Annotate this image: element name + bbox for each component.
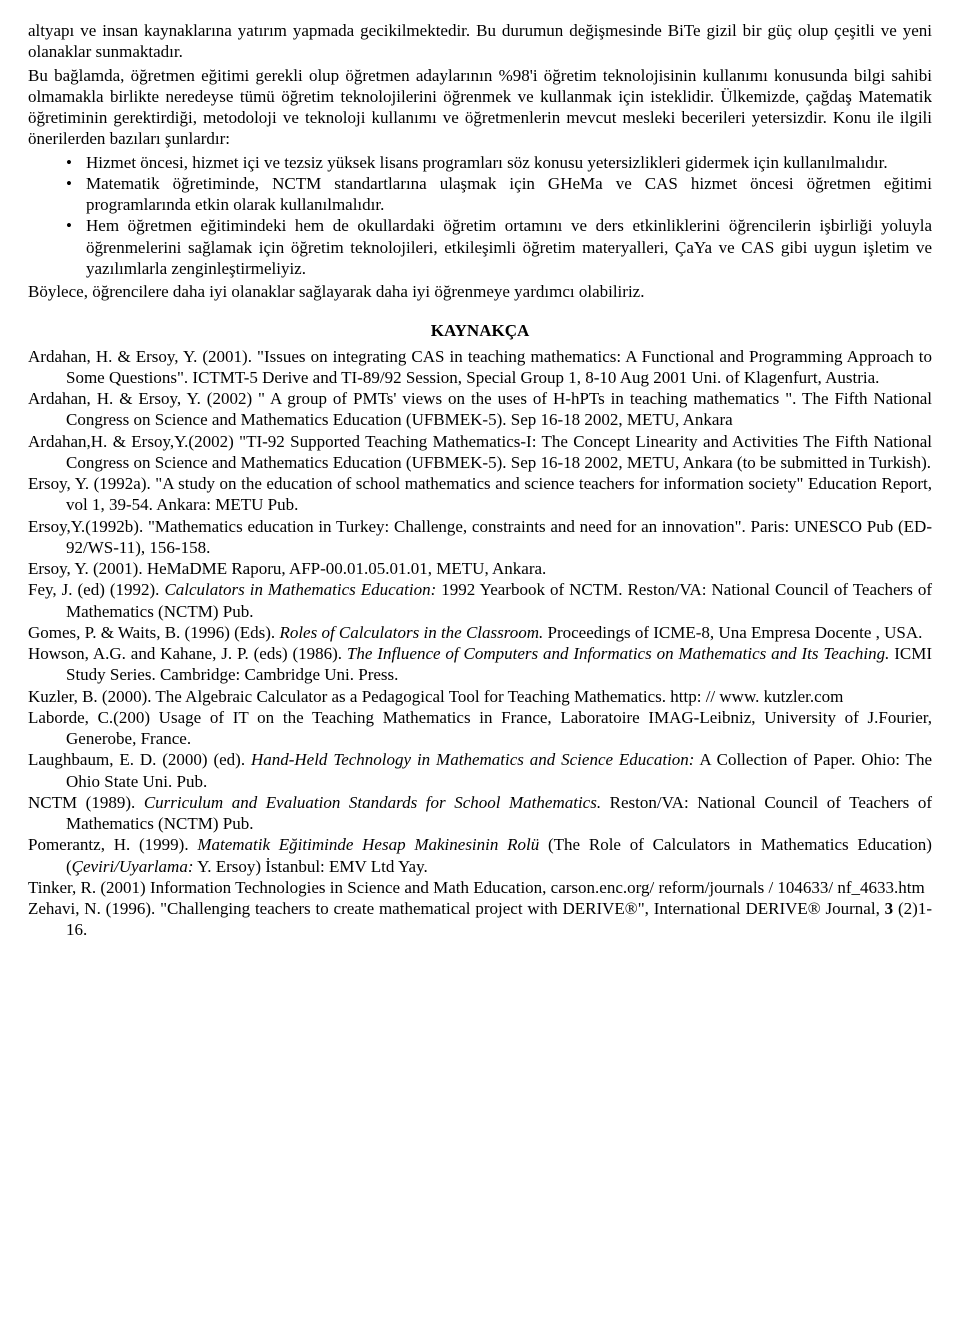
ref-text: Howson, A.G. and Kahane, J. P. (eds) (19… xyxy=(28,644,347,663)
ref-title-italic: Çeviri/Uyarlama: xyxy=(72,857,194,876)
intro-para-2: Bu bağlamda, öğretmen eğitimi gerekli ol… xyxy=(28,65,932,150)
reference-item: Fey, J. (ed) (1992). Calculators in Math… xyxy=(28,579,932,622)
ref-title-italic: Hand-Held Technology in Mathematics and … xyxy=(251,750,695,769)
reference-item: Pomerantz, H. (1999). Matematik Eğitimin… xyxy=(28,834,932,877)
ref-text: Zehavi, N. (1996). "Challenging teachers… xyxy=(28,899,885,918)
list-item: Hizmet öncesi, hizmet içi ve tezsiz yüks… xyxy=(66,152,932,173)
reference-item: Ardahan, H. & Ersoy, Y. (2002) " A group… xyxy=(28,388,932,431)
reference-item: Ardahan, H. & Ersoy, Y. (2001). "Issues … xyxy=(28,346,932,389)
reference-item: Ardahan,H. & Ersoy,Y.(2002) "TI-92 Suppo… xyxy=(28,431,932,474)
closing-para: Böylece, öğrencilere daha iyi olanaklar … xyxy=(28,281,932,302)
ref-text: Y. Ersoy) İstanbul: EMV Ltd Yay. xyxy=(194,857,428,876)
recommendations-list: Hizmet öncesi, hizmet içi ve tezsiz yüks… xyxy=(28,152,932,280)
ref-title-italic: The Influence of Computers and Informati… xyxy=(347,644,889,663)
references-heading: KAYNAKÇA xyxy=(28,320,932,341)
ref-title-italic: Roles of Calculators in the Classroom. xyxy=(279,623,543,642)
ref-text: Pomerantz, H. (1999). xyxy=(28,835,197,854)
ref-volume-bold: 3 xyxy=(885,899,894,918)
ref-text: Laughbaum, E. D. (2000) (ed). xyxy=(28,750,251,769)
list-item: Matematik öğretiminde, NCTM standartları… xyxy=(66,173,932,216)
intro-para-1: altyapı ve insan kaynaklarına yatırım ya… xyxy=(28,20,932,63)
reference-item: Ersoy,Y.(1992b). "Mathematics education … xyxy=(28,516,932,559)
reference-item: NCTM (1989). Curriculum and Evaluation S… xyxy=(28,792,932,835)
reference-item: Laborde, C.(200) Usage of IT on the Teac… xyxy=(28,707,932,750)
reference-item: Laughbaum, E. D. (2000) (ed). Hand-Held … xyxy=(28,749,932,792)
ref-text: Proceedings of ICME-8, Una Empresa Docen… xyxy=(543,623,922,642)
reference-item: Zehavi, N. (1996). "Challenging teachers… xyxy=(28,898,932,941)
reference-item: Howson, A.G. and Kahane, J. P. (eds) (19… xyxy=(28,643,932,686)
ref-text: NCTM (1989). xyxy=(28,793,144,812)
ref-title-italic: Curriculum and Evaluation Standards for … xyxy=(144,793,601,812)
reference-item: Ersoy, Y. (1992a). "A study on the educa… xyxy=(28,473,932,516)
reference-item: Ersoy, Y. (2001). HeMaDME Raporu, AFP-00… xyxy=(28,558,932,579)
ref-text: Gomes, P. & Waits, B. (1996) (Eds). xyxy=(28,623,279,642)
reference-item: Tinker, R. (2001) Information Technologi… xyxy=(28,877,932,898)
list-item: Hem öğretmen eğitimindeki hem de okullar… xyxy=(66,215,932,279)
ref-title-italic: Calculators in Mathematics Education: xyxy=(164,580,436,599)
reference-item: Gomes, P. & Waits, B. (1996) (Eds). Role… xyxy=(28,622,932,643)
ref-text: Fey, J. (ed) (1992). xyxy=(28,580,164,599)
ref-title-italic: Matematik Eğitiminde Hesap Makinesinin R… xyxy=(197,835,539,854)
reference-item: Kuzler, B. (2000). The Algebraic Calcula… xyxy=(28,686,932,707)
